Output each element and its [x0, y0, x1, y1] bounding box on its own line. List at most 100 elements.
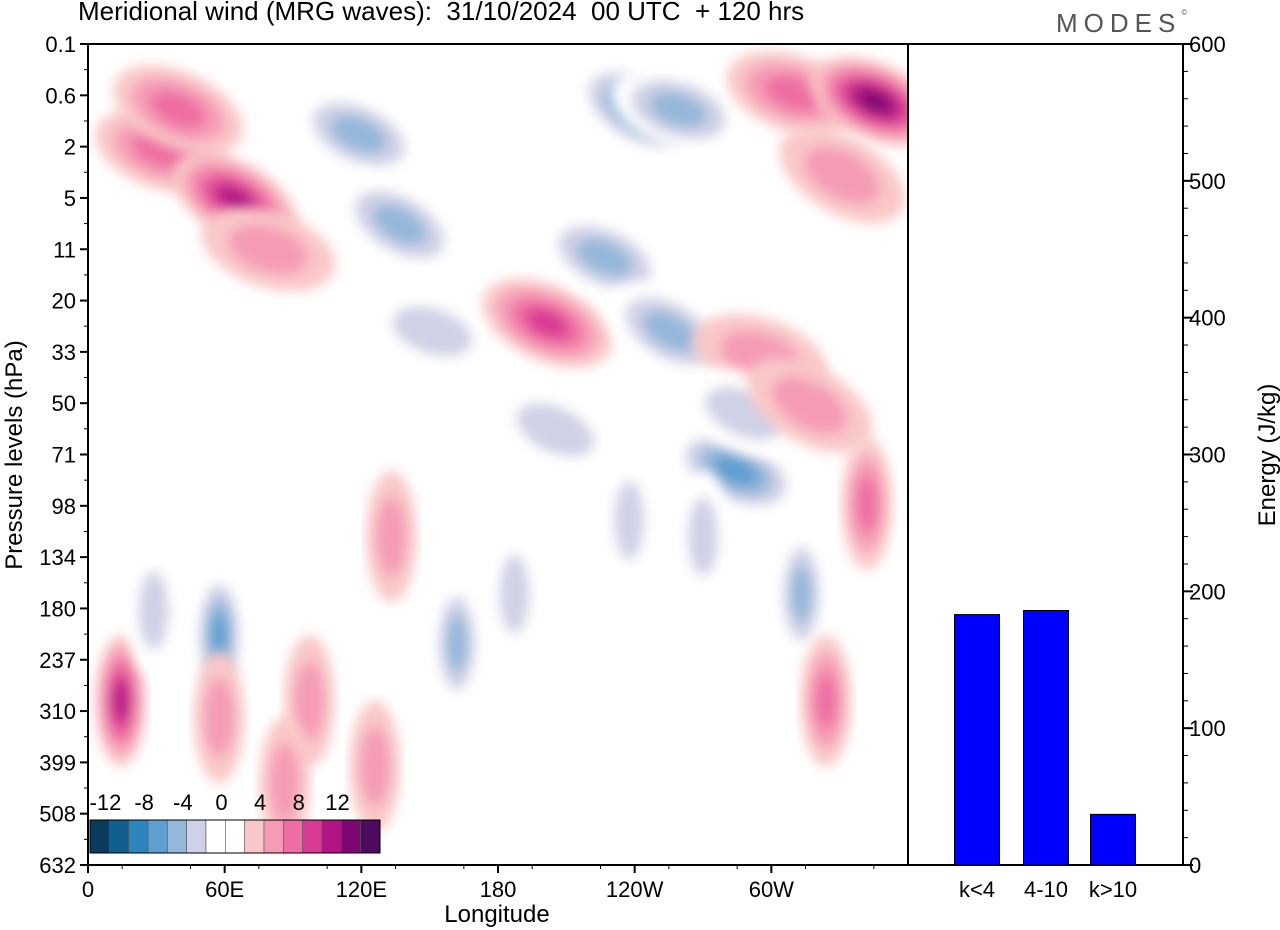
field-contour: [815, 672, 837, 729]
energy-tick-label: 100: [1189, 716, 1226, 741]
y-tick-label: 98: [52, 494, 76, 519]
field-contour: [804, 146, 881, 204]
field-contour: [687, 497, 719, 577]
field-contour: [771, 376, 848, 434]
colorbar-label: -8: [134, 790, 154, 815]
modes-logo: MODES©: [1056, 8, 1187, 39]
field-feature: [779, 127, 906, 224]
colorbar-swatch: [302, 819, 323, 854]
field-feature: [193, 651, 245, 783]
colorbar-swatch: [128, 819, 149, 854]
field-contour: [856, 475, 878, 532]
colorbar-label: 12: [325, 790, 349, 815]
field-feature: [841, 437, 893, 570]
field-feature: [603, 454, 655, 586]
field-contour: [614, 480, 645, 560]
field-contour: [643, 310, 698, 352]
energy-category-label: k<4: [959, 877, 995, 902]
colorbar-swatch: [321, 819, 342, 854]
colorbar-swatch: [283, 819, 303, 854]
colorbar-label: 4: [254, 790, 266, 815]
field-feature: [611, 67, 746, 152]
field-feature: [677, 470, 729, 603]
colorbar-swatch: [205, 819, 226, 854]
field-feature: [128, 544, 179, 677]
y-tick-label: 20: [52, 289, 76, 314]
field-contour: [376, 497, 407, 577]
field-feature: [95, 635, 147, 767]
field-feature: [746, 357, 873, 453]
x-axis-title: Longitude: [444, 901, 549, 928]
field-contour: [860, 91, 891, 112]
brand-text: MODES: [1056, 8, 1182, 38]
energy-tick-label: 200: [1189, 579, 1226, 604]
energy-tick-label: 600: [1189, 32, 1226, 57]
x-tick-label: 60W: [749, 877, 794, 902]
y-tick-label: 33: [52, 340, 76, 365]
colorbar-swatch: [147, 819, 168, 854]
colorbar-label: -4: [173, 790, 193, 815]
field-feature: [113, 65, 244, 155]
energy-category-label: k>10: [1089, 877, 1137, 902]
y-tick-label: 2: [64, 135, 76, 160]
field-contour: [150, 90, 207, 129]
energy-category-label: 4-10: [1024, 877, 1068, 902]
field-contour: [138, 571, 169, 650]
energy-bar-1: [954, 614, 1000, 866]
x-tick-label: 180: [480, 877, 517, 902]
energy-tick-label: 400: [1189, 306, 1226, 331]
field-contour: [269, 743, 300, 823]
field-contour: [372, 204, 427, 246]
colorbar-swatch: [225, 819, 245, 854]
colorbar-label: 8: [293, 790, 305, 815]
y-axis-title: Pressure levels (hPa): [1, 340, 28, 569]
energy-bars: k<4 4-10 k>10: [954, 609, 1137, 902]
energy-tick-label: 300: [1189, 443, 1226, 468]
field-feature: [259, 717, 311, 849]
field-feature: [800, 635, 852, 767]
chart-title: Meridional wind (MRG waves): 31/10/2024 …: [78, 0, 805, 26]
field-contour: [204, 677, 235, 757]
field-contour: [330, 115, 387, 154]
colorbar-swatch: [89, 819, 110, 854]
colorbar-swatch: [341, 819, 361, 854]
field-contour: [218, 186, 253, 213]
colorbar-swatch: [244, 819, 265, 854]
y-tick-label: 0.6: [45, 83, 76, 108]
field-contour: [113, 682, 128, 719]
field-feature: [336, 176, 463, 273]
y-tick-label: 11: [53, 237, 76, 262]
y-tick-label: 632: [39, 853, 76, 878]
energy-tick-label: 0: [1189, 853, 1201, 878]
y-tick-label: 310: [39, 699, 76, 724]
field-contour: [576, 238, 633, 277]
colorbar-swatch: [263, 819, 284, 854]
x-tick-label: 120W: [606, 877, 664, 902]
energy-axis-title: Energy (J/kg): [1254, 384, 1280, 527]
field-contour: [228, 224, 309, 275]
field-feature: [489, 528, 540, 660]
field-contour: [764, 75, 822, 112]
colorbar-swatch: [186, 819, 207, 854]
field-contour: [294, 661, 325, 741]
colorbar-swatch: [360, 819, 381, 854]
y-tick-label: 5: [64, 186, 76, 211]
colorbar-swatch: [109, 819, 129, 854]
y-tick-label: 134: [39, 545, 76, 570]
y-tick-label: 71: [52, 443, 76, 468]
field-contour: [790, 565, 813, 623]
x-tick-label: 120E: [336, 877, 387, 902]
colorbar-swatch: [167, 819, 187, 854]
field-feature: [365, 289, 500, 374]
field-contour: [516, 403, 595, 457]
field-feature: [490, 385, 621, 475]
field-contour: [210, 613, 228, 658]
field-contour: [499, 554, 530, 634]
energy-bar-3: [1090, 813, 1136, 866]
y-tick-label: 399: [39, 750, 76, 775]
x-tick-label: 0: [82, 877, 94, 902]
field-contour: [525, 308, 569, 339]
copyright-mark: ©: [1181, 8, 1188, 17]
field-feature: [349, 700, 401, 833]
